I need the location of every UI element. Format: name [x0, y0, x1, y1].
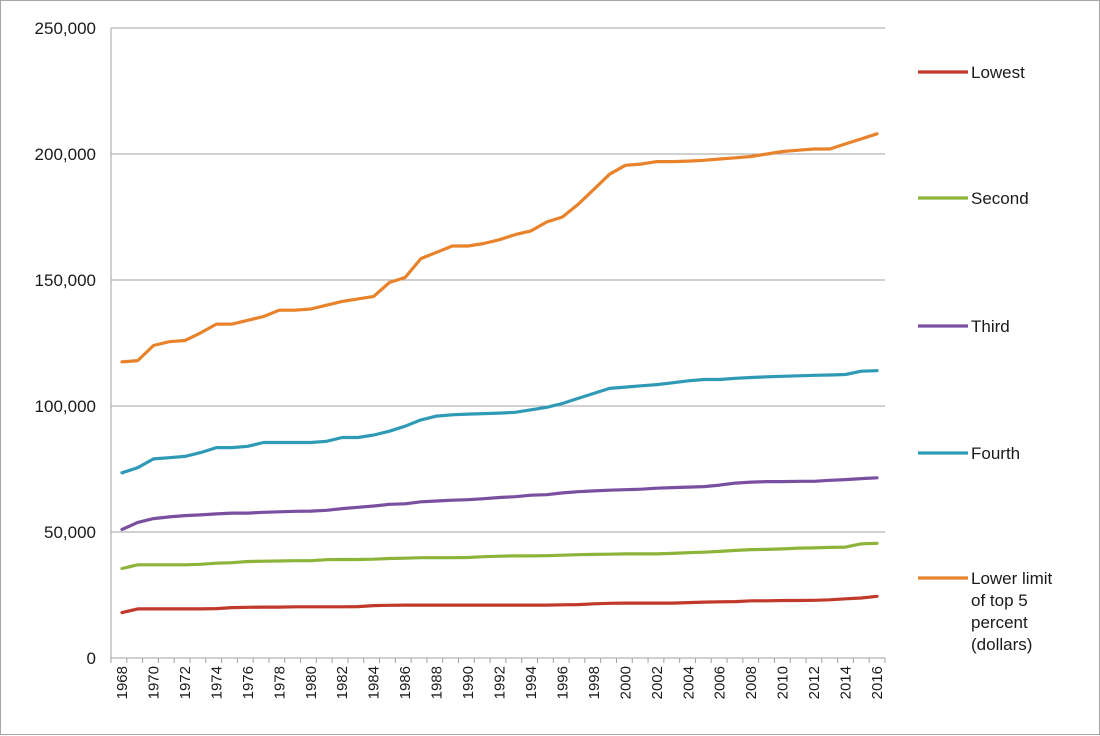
legend-label-2: Third: [971, 317, 1010, 336]
series-line-1: [120, 541, 879, 571]
legend: Lowest Second Third Fourth Lower limit of top…: [918, 63, 1053, 654]
legend-label-4: Lower limit of top 5 percent (dollars): [971, 569, 1053, 654]
x-tick-label: 1972: [177, 666, 194, 699]
x-tick-label: 1988: [429, 666, 446, 699]
y-tick-label: 200,000: [35, 145, 96, 164]
x-tick-label: 1990: [460, 666, 477, 699]
series-line-3: [120, 369, 879, 475]
x-tick-label: 1986: [397, 666, 414, 699]
gridlines: [111, 27, 885, 533]
x-tick-label: 2008: [743, 666, 760, 699]
series-line-0: [120, 594, 879, 615]
x-tick-label: 2014: [838, 666, 855, 699]
x-tick-label: 2016: [869, 666, 886, 699]
x-tick-label: 1970: [145, 666, 162, 699]
x-tick-label: 1978: [271, 666, 288, 699]
x-tick-label: 1998: [586, 666, 603, 699]
y-tick-label: 100,000: [35, 397, 96, 416]
x-tick-label: 1976: [240, 666, 257, 699]
x-axis: [110, 28, 886, 663]
x-tick-label: 1992: [492, 666, 509, 699]
x-tick-label: 1980: [303, 666, 320, 699]
x-tick-label: 2012: [806, 666, 823, 699]
legend-label-3: Fourth: [971, 444, 1020, 463]
series-line-2: [120, 476, 879, 532]
x-axis-ticks: 1968 1970 1972 1974 1976 1978 1980 1982 1984 1986…: [114, 666, 886, 699]
y-tick-label: 50,000: [44, 523, 96, 542]
legend-label-0: Lowest: [971, 63, 1025, 82]
x-tick-label: 2002: [649, 666, 666, 699]
x-tick-label: 1984: [366, 666, 383, 699]
series-line-4: [120, 132, 879, 364]
y-axis-ticks: 0 50,000 100,000 150,000 200,000 250,000: [35, 19, 96, 668]
legend-label-1: Second: [971, 189, 1029, 208]
x-tick-label: 2004: [680, 666, 697, 699]
y-tick-label: 0: [87, 649, 96, 668]
x-tick-label: 1996: [554, 666, 571, 699]
y-tick-label: 150,000: [35, 271, 96, 290]
x-tick-label: 2010: [775, 666, 792, 699]
x-tick-label: 2006: [712, 666, 729, 699]
series-lines: [120, 132, 879, 615]
x-tick-label: 2000: [617, 666, 634, 699]
x-tick-label: 1982: [334, 666, 351, 699]
x-tick-label: 1968: [114, 666, 131, 699]
x-tick-label: 1974: [208, 666, 225, 699]
x-tick-label: 1994: [523, 666, 540, 699]
y-tick-label: 250,000: [35, 19, 96, 38]
